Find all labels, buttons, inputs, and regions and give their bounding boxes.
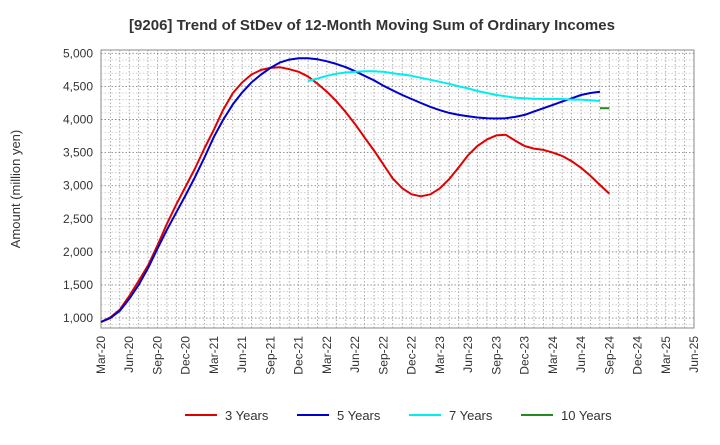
x-tick-label: Dec-22 bbox=[405, 336, 419, 375]
x-tick-label: Jun-21 bbox=[235, 336, 249, 373]
x-tick-label: Jun-24 bbox=[574, 336, 588, 373]
x-tick-label: Sep-21 bbox=[263, 336, 277, 375]
x-tick-label: Sep-23 bbox=[489, 336, 503, 375]
y-tick-label: 3,000 bbox=[63, 179, 93, 193]
x-tick-label: Mar-24 bbox=[546, 336, 560, 374]
legend-label-7-years: 7 Years bbox=[449, 408, 493, 423]
x-tick-label: Dec-23 bbox=[518, 336, 532, 375]
x-tick-label: Jun-25 bbox=[687, 336, 701, 373]
x-tick-label: Dec-21 bbox=[292, 336, 306, 375]
y-tick-label: 5,000 bbox=[63, 46, 93, 60]
x-tick-label: Dec-24 bbox=[631, 336, 645, 375]
x-tick-label: Mar-20 bbox=[94, 336, 108, 374]
x-tick-label: Dec-20 bbox=[179, 336, 193, 375]
x-tick-label: Jun-23 bbox=[461, 336, 475, 373]
chart-title: [9206] Trend of StDev of 12-Month Moving… bbox=[129, 17, 615, 34]
series-line-5-years bbox=[100, 57, 601, 323]
x-tick-label: Jun-20 bbox=[122, 336, 136, 373]
x-tick-label: Mar-25 bbox=[659, 336, 673, 374]
x-tick-label: Sep-24 bbox=[602, 336, 616, 375]
x-tick-label: Sep-22 bbox=[376, 336, 390, 375]
y-tick-label: 1,500 bbox=[63, 278, 93, 292]
x-tick-label: Sep-20 bbox=[150, 336, 164, 375]
x-tick-label: Mar-23 bbox=[433, 336, 447, 374]
x-tick-label: Mar-21 bbox=[207, 336, 221, 374]
y-tick-label: 2,500 bbox=[63, 212, 93, 226]
series-line-7-years bbox=[307, 70, 601, 102]
plot-area bbox=[100, 49, 695, 329]
series-line-3-years bbox=[100, 66, 610, 323]
x-tick-label: Mar-22 bbox=[320, 336, 334, 374]
x-tick-label: Jun-22 bbox=[348, 336, 362, 373]
y-tick-label: 4,500 bbox=[63, 79, 93, 93]
y-tick-label: 3,500 bbox=[63, 146, 93, 160]
legend-label-10-years: 10 Years bbox=[561, 408, 612, 423]
y-tick-label: 4,000 bbox=[63, 113, 93, 127]
y-tick-label: 2,000 bbox=[63, 245, 93, 259]
y-axis-label: Amount (million yen) bbox=[8, 130, 23, 249]
legend-label-5-years: 5 Years bbox=[337, 408, 381, 423]
y-tick-label: 1,000 bbox=[63, 311, 93, 325]
legend-label-3-years: 3 Years bbox=[225, 408, 269, 423]
